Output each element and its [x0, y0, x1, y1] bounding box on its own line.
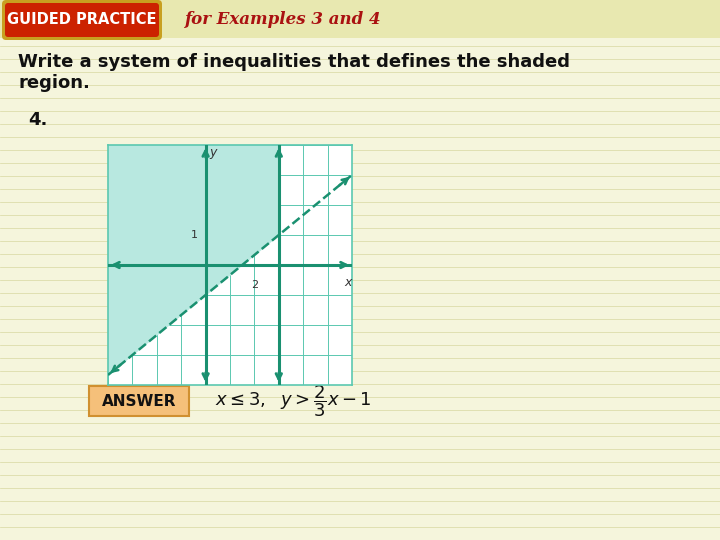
Text: Write a system of inequalities that defines the shaded: Write a system of inequalities that defi… — [18, 53, 570, 71]
Text: 4.: 4. — [28, 111, 48, 129]
Text: 1: 1 — [191, 230, 198, 240]
FancyBboxPatch shape — [2, 0, 162, 40]
Polygon shape — [108, 145, 279, 375]
Text: $x \leq 3,\ \ y > \dfrac{2}{3}x - 1$: $x \leq 3,\ \ y > \dfrac{2}{3}x - 1$ — [215, 383, 372, 419]
Text: for Examples 3 and 4: for Examples 3 and 4 — [185, 11, 382, 29]
Text: ANSWER: ANSWER — [102, 394, 176, 408]
FancyBboxPatch shape — [5, 3, 159, 37]
Text: region.: region. — [18, 74, 90, 92]
Text: GUIDED PRACTICE: GUIDED PRACTICE — [7, 12, 157, 28]
FancyBboxPatch shape — [0, 0, 720, 38]
Text: x: x — [345, 276, 352, 289]
Text: y: y — [210, 146, 217, 159]
Text: 2: 2 — [251, 280, 258, 289]
FancyBboxPatch shape — [89, 386, 189, 416]
